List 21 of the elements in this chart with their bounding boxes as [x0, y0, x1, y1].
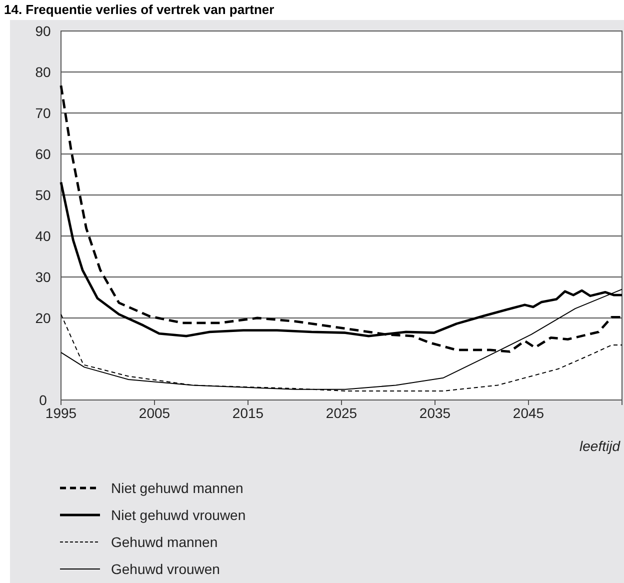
legend-label: Niet gehuwd vrouwen: [111, 507, 246, 523]
y-tick-label: 50: [35, 187, 51, 203]
y-tick-label: 60: [35, 146, 51, 162]
y-tick-label: 70: [35, 105, 51, 121]
y-tick-label: 0: [39, 392, 48, 408]
x-tick-label: 2035: [419, 405, 451, 421]
legend-label: Niet gehuwd mannen: [111, 480, 244, 496]
y-tick-label: 30: [35, 269, 51, 285]
y-tick-label: 20: [35, 310, 51, 326]
chart-title: 14. Frequentie verlies of vertrek van partner: [4, 2, 274, 17]
x-tick-label: 2005: [138, 405, 170, 421]
x-axis-title: leeftijd: [580, 438, 622, 454]
legend-label: Gehuwd vrouwen: [111, 561, 220, 577]
x-tick-label: 1995: [45, 405, 77, 421]
x-tick-label: 2015: [232, 405, 264, 421]
x-tick-label: 2045: [512, 405, 544, 421]
legend-label: Gehuwd mannen: [111, 534, 218, 550]
x-tick-label: 2025: [326, 405, 358, 421]
y-tick-label: 40: [35, 228, 51, 244]
y-tick-label: 90: [35, 23, 51, 39]
y-tick-label: 80: [35, 64, 51, 80]
